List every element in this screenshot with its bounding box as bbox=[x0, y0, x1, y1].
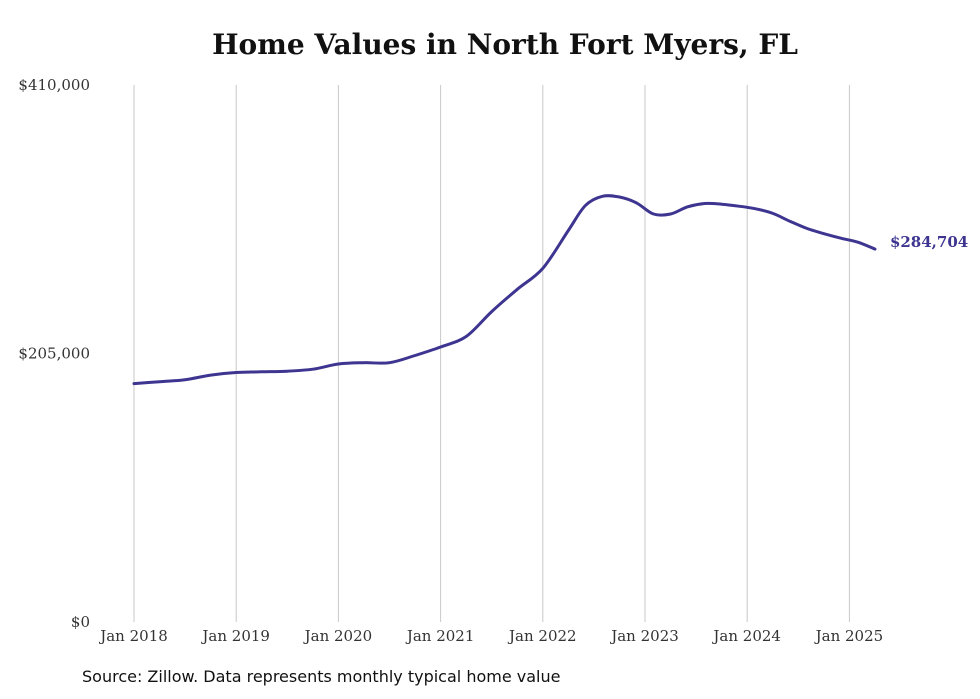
x-tick-label: Jan 2020 bbox=[303, 627, 373, 645]
x-axis-ticks: Jan 2018 Jan 2019 Jan 2020 Jan 2021 Jan 2022… bbox=[98, 627, 883, 645]
x-tick-label: Jan 2022 bbox=[507, 627, 577, 645]
source-note: Source: Zillow. Data represents monthly … bbox=[82, 667, 561, 686]
y-tick-label: $0 bbox=[71, 613, 90, 631]
x-tick-label: Jan 2021 bbox=[405, 627, 475, 645]
gridlines bbox=[133, 85, 850, 622]
end-value-label: $284,704 bbox=[890, 233, 968, 251]
x-tick-label: Jan 2023 bbox=[609, 627, 679, 645]
y-axis-ticks: $0 $205,000 $410,000 bbox=[18, 76, 90, 631]
x-tick-label: Jan 2018 bbox=[98, 627, 168, 645]
y-tick-label: $410,000 bbox=[18, 76, 90, 94]
series-line bbox=[132, 194, 877, 386]
x-tick-label: Jan 2025 bbox=[814, 627, 884, 645]
series-layer: $284,704 bbox=[132, 194, 968, 386]
x-tick-label: Jan 2024 bbox=[711, 627, 781, 645]
x-tick-label: Jan 2019 bbox=[200, 627, 270, 645]
chart-title: Home Values in North Fort Myers, FL bbox=[212, 28, 798, 61]
y-tick-label: $205,000 bbox=[18, 345, 90, 363]
